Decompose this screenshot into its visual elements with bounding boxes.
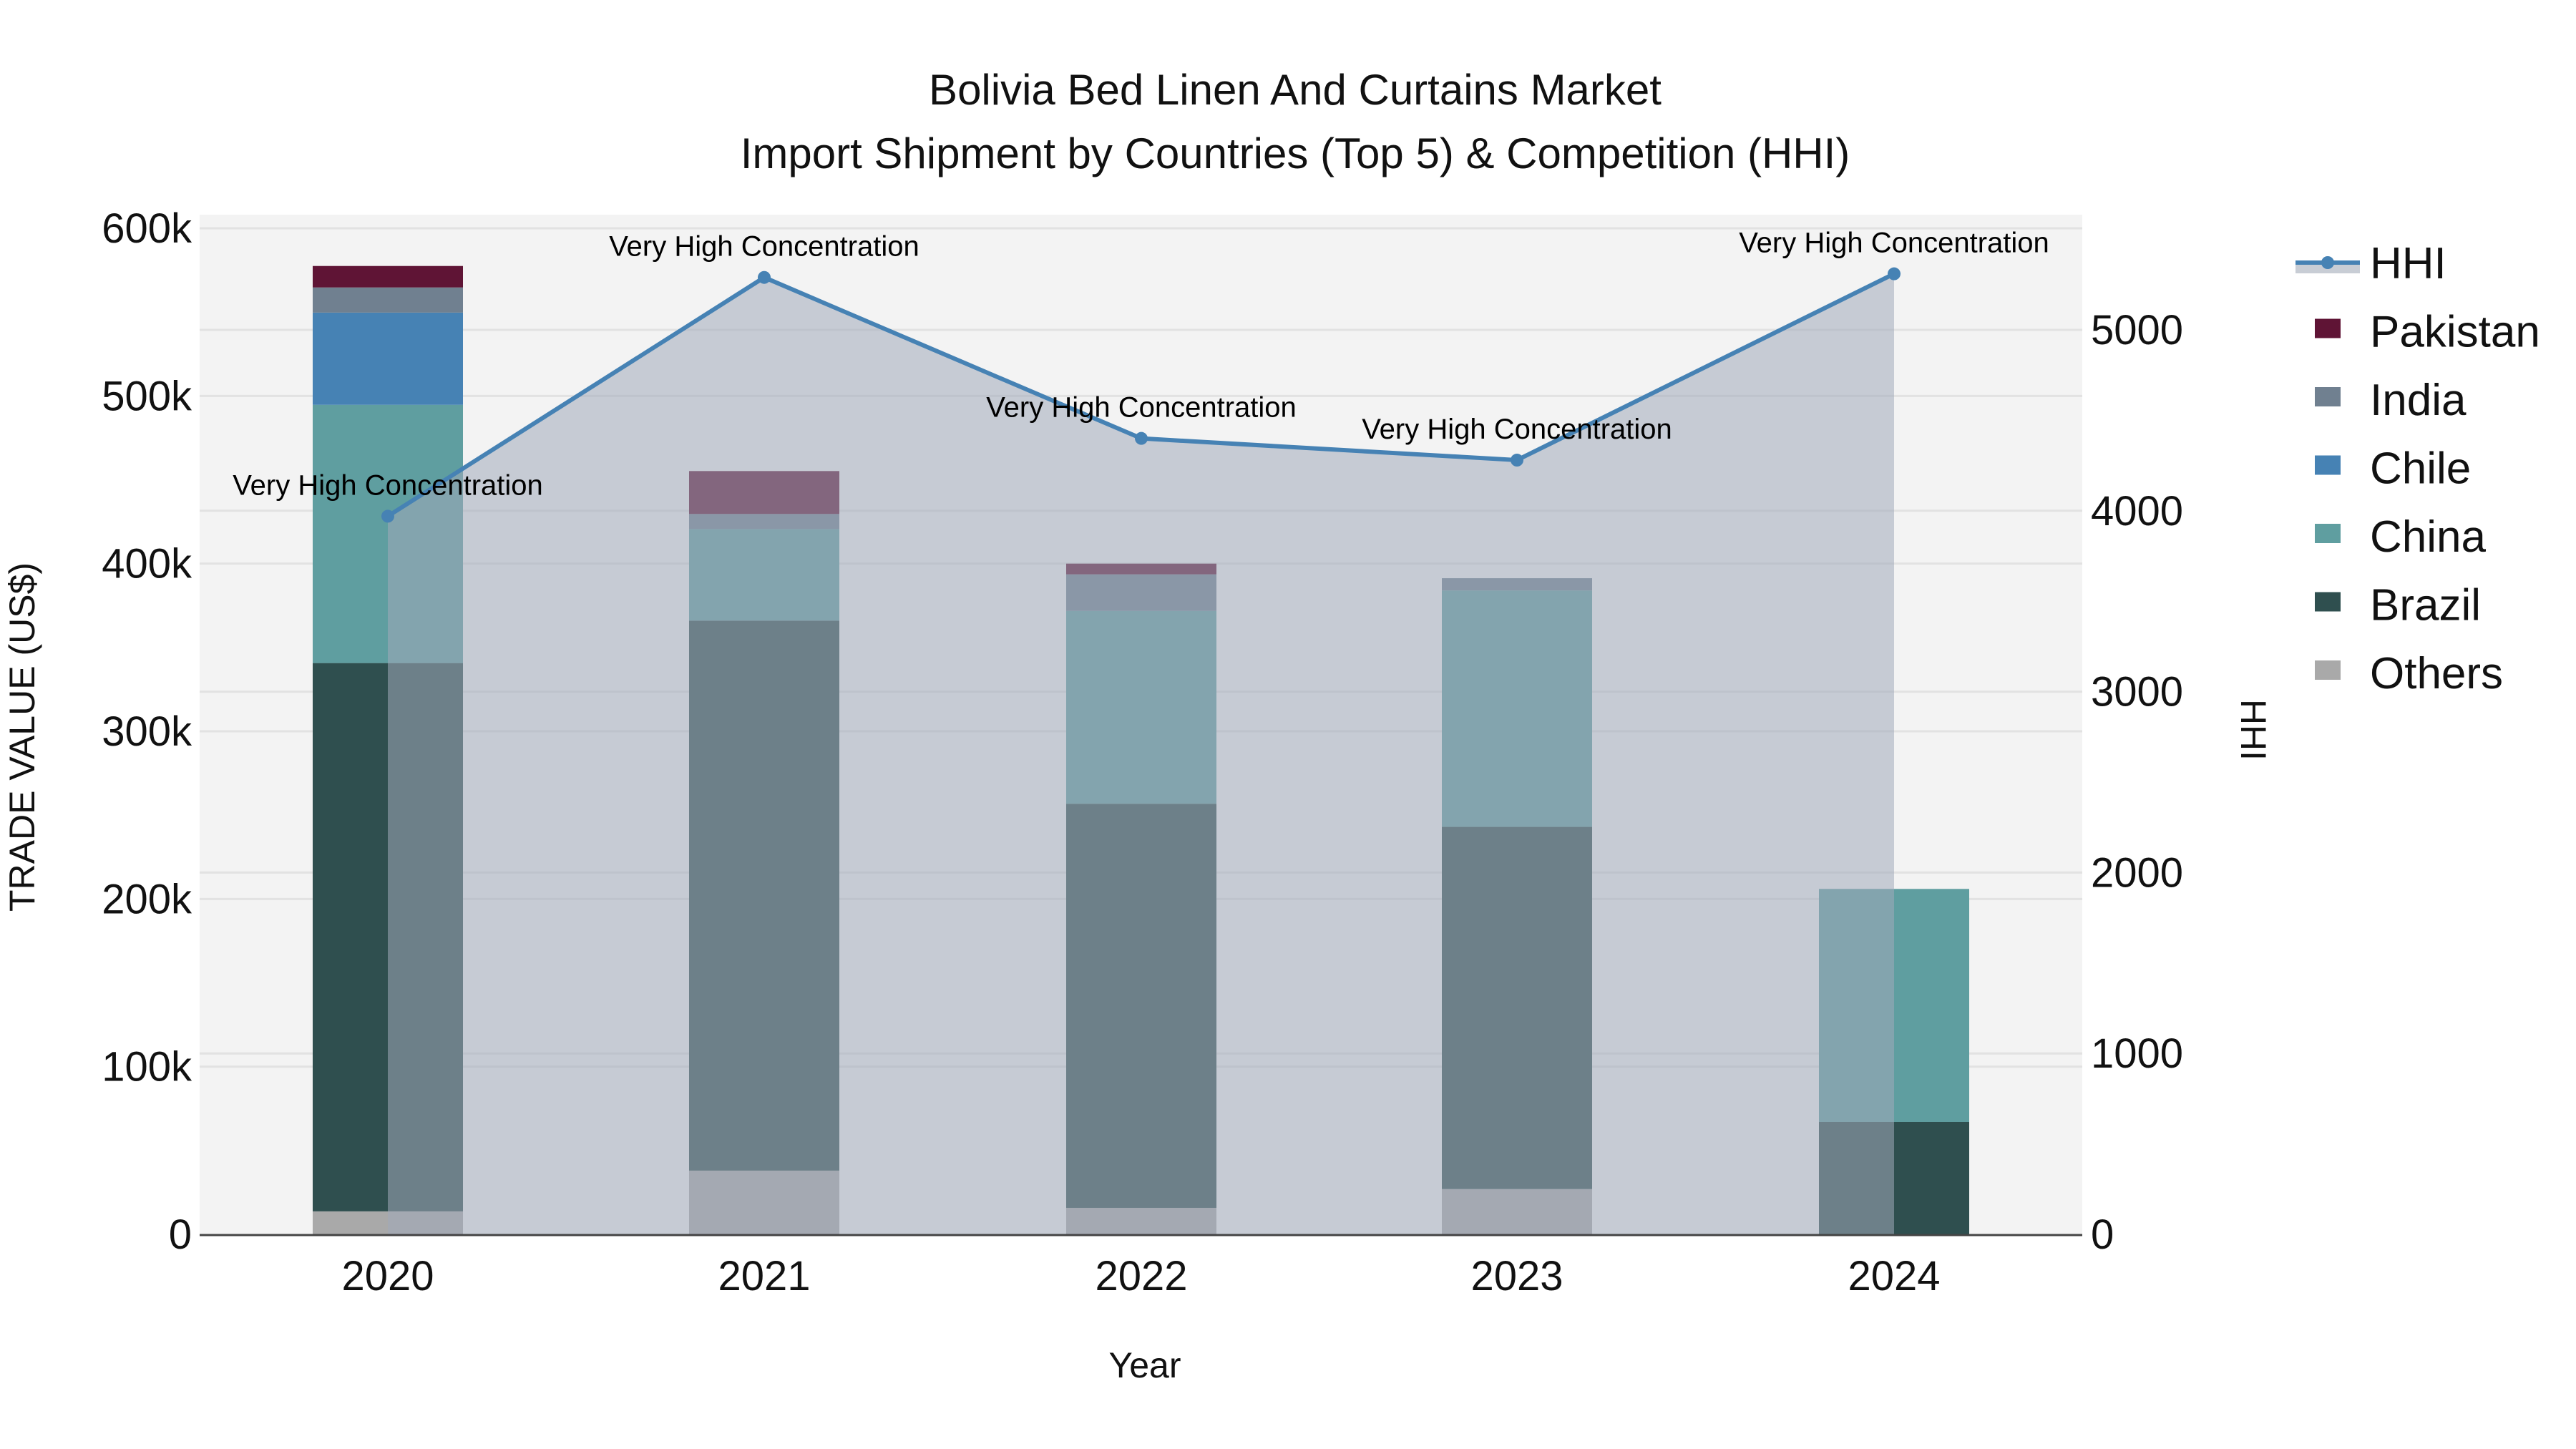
legend-label: Pakistan (2370, 308, 2540, 357)
chart-title: Bolivia Bed Linen And Curtains Market (929, 66, 1662, 114)
y2-tick-label: 1000 (2091, 1030, 2183, 1077)
hhi-line (381, 267, 1901, 523)
y-tick-label: 500k (102, 373, 192, 419)
hhi-marker (758, 270, 771, 284)
y-tick-label: 600k (102, 205, 192, 252)
bar-segment-india (313, 287, 463, 313)
legend-swatch-icon (2315, 455, 2341, 475)
x-axis: 2020 2021 2022 2023 2024 (341, 1253, 1940, 1299)
legend-label: China (2370, 512, 2487, 562)
y-tick-label: 0 (169, 1211, 192, 1258)
x-tick-label: 2023 (1470, 1253, 1563, 1299)
chart-subtitle: Import Shipment by Countries (Top 5) & C… (741, 130, 1850, 177)
legend-item-hhi[interactable]: HHI (2296, 239, 2446, 288)
legend-label: India (2370, 376, 2467, 425)
y-tick-label: 400k (102, 541, 192, 587)
y-axis-right: 0 1000 2000 3000 4000 5000 (2091, 307, 2183, 1258)
legend-item-brazil[interactable]: Brazil (2315, 581, 2481, 630)
legend-item-chile[interactable]: Chile (2315, 444, 2471, 494)
legend-marker-icon (2321, 256, 2334, 269)
hhi-marker (1135, 431, 1148, 445)
y-axis-left: 0 100k 200k 300k 400k 500k 600k (102, 205, 192, 1258)
legend-swatch-icon (2315, 387, 2341, 406)
y-tick-label: 300k (102, 708, 192, 755)
hhi-fill (388, 273, 1894, 1235)
x-tick-label: 2021 (718, 1253, 810, 1299)
legend-item-pakistan[interactable]: Pakistan (2315, 308, 2540, 357)
hhi-marker (381, 509, 394, 523)
x-tick-label: 2020 (341, 1253, 434, 1299)
y2-tick-label: 2000 (2091, 849, 2183, 896)
x-axis-title: Year (1108, 1345, 1181, 1385)
y2-axis-title: HHI (2233, 699, 2273, 761)
legend-label: Brazil (2370, 581, 2481, 630)
y2-tick-label: 0 (2091, 1211, 2114, 1258)
y-tick-label: 200k (102, 876, 192, 922)
legend-item-china[interactable]: China (2315, 512, 2487, 562)
legend-label: Chile (2370, 444, 2471, 494)
hhi-annotation: Very High Concentration (609, 231, 919, 263)
x-tick-label: 2022 (1095, 1253, 1187, 1299)
legend-swatch-icon (2315, 524, 2341, 543)
y-axis-title: TRADE VALUE (US$) (2, 562, 42, 912)
hhi-marker (1888, 267, 1901, 280)
hhi-annotation: Very High Concentration (1739, 228, 2049, 259)
y2-tick-label: 5000 (2091, 307, 2183, 353)
hhi-marker (1511, 454, 1523, 467)
legend-item-others[interactable]: Others (2315, 649, 2503, 698)
hhi-area (388, 273, 1894, 1235)
legend-swatch-icon (2315, 318, 2341, 338)
legend-label: HHI (2370, 239, 2446, 288)
bar-segment-chile (313, 312, 463, 405)
y2-tick-label: 3000 (2091, 669, 2183, 716)
y-tick-label: 100k (102, 1044, 192, 1091)
hhi-annotation: Very High Concentration (1362, 414, 1672, 445)
hhi-annotation: Very High Concentration (986, 392, 1297, 424)
bar-segment-pakistan (313, 265, 463, 288)
legend-item-india[interactable]: India (2315, 376, 2467, 425)
x-tick-label: 2024 (1848, 1253, 1940, 1299)
hhi-annotations: Very High Concentration Very High Concent… (233, 228, 2049, 502)
hhi-annotation: Very High Concentration (233, 469, 543, 501)
legend: HHI Pakistan India Chile China Brazil Others (2296, 239, 2540, 698)
y2-tick-label: 4000 (2091, 488, 2183, 535)
legend-label: Others (2370, 649, 2503, 698)
legend-swatch-icon (2315, 660, 2341, 680)
legend-swatch-icon (2315, 592, 2341, 612)
